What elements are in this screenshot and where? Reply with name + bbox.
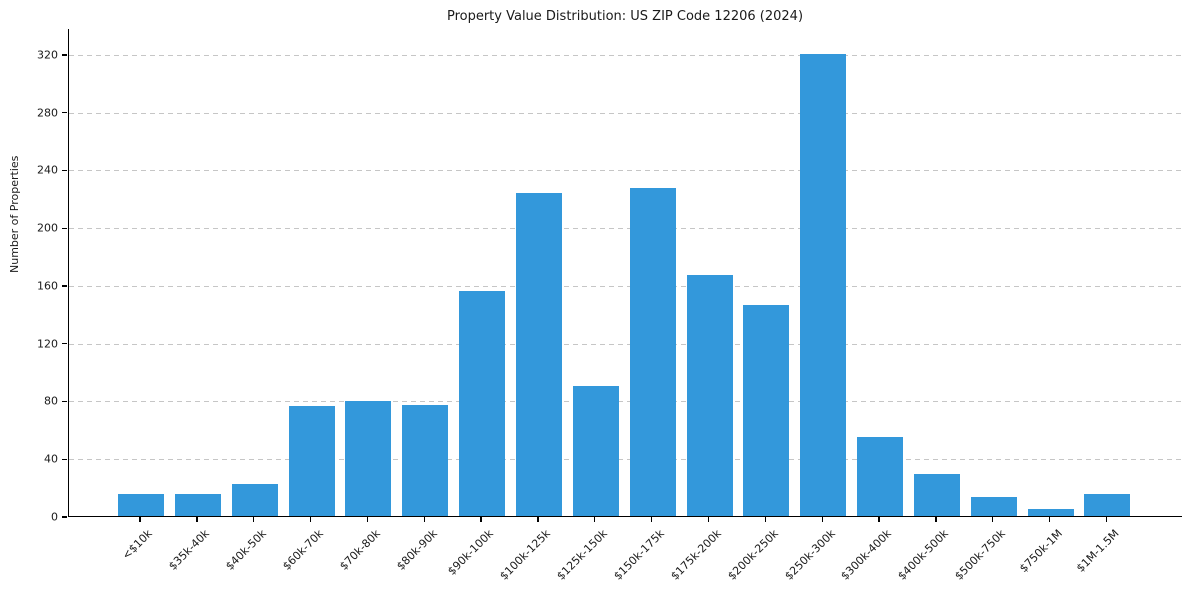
- x-tick-mark-1: [196, 517, 198, 522]
- y-tick-label-120: 120: [37, 337, 58, 351]
- x-tick-mark-2: [253, 517, 255, 522]
- bar-12: [800, 54, 847, 516]
- x-tick-mark-15: [992, 517, 994, 522]
- gridline-y-280: [69, 112, 1182, 114]
- bar-17: [1084, 494, 1131, 516]
- gridline-y-80: [69, 401, 1182, 403]
- gridline-y-160: [69, 285, 1182, 287]
- gridline-y-40: [69, 459, 1182, 461]
- x-tick-label-6: $90k-100k: [445, 527, 497, 578]
- y-tick-mark-160: [62, 285, 67, 287]
- x-tick-mark-13: [878, 517, 880, 522]
- x-tick-mark-0: [139, 517, 141, 522]
- x-tick-mark-9: [650, 517, 653, 522]
- x-tick-mark-17: [1105, 517, 1108, 522]
- x-tick-label-15: $500k-750k: [952, 527, 1008, 583]
- bar-14: [913, 474, 960, 516]
- x-tick-label-16: $750k-1M: [1016, 527, 1065, 575]
- y-tick-mark-240: [62, 169, 67, 172]
- bar-7: [515, 192, 562, 516]
- x-tick-label-8: $125k-150k: [554, 527, 611, 583]
- bar-4: [345, 400, 392, 516]
- x-tick-label-12: $250k-300k: [781, 527, 838, 583]
- x-tick-label-1: $35k-40k: [166, 527, 213, 573]
- plot-area: [68, 29, 1182, 517]
- x-tick-label-0: <$10k: [120, 527, 156, 563]
- bar-2: [231, 484, 278, 516]
- x-tick-label-2: $40k-50k: [223, 527, 269, 573]
- bar-15: [970, 497, 1017, 516]
- gridline-y-320: [69, 54, 1182, 56]
- bar-1: [174, 494, 221, 516]
- x-tick-label-17: $1M-1.5M: [1073, 527, 1122, 575]
- x-tick-mark-10: [707, 517, 710, 522]
- x-tick-label-13: $300k-400k: [838, 527, 895, 583]
- gridline-y-120: [69, 343, 1182, 345]
- bar-13: [857, 436, 904, 516]
- gridline-y-200: [69, 228, 1182, 230]
- y-tick-label-80: 80: [44, 394, 58, 408]
- chart-title: Property Value Distribution: US ZIP Code…: [446, 9, 804, 24]
- x-tick-mark-5: [423, 517, 425, 522]
- bar-8: [572, 386, 619, 516]
- bar-6: [459, 290, 506, 516]
- x-tick-label-11: $200k-250k: [724, 527, 781, 583]
- gridline-y-240: [69, 170, 1182, 172]
- x-tick-mark-3: [309, 517, 312, 522]
- bar-11: [743, 305, 790, 516]
- x-tick-label-10: $175k-200k: [668, 527, 724, 583]
- y-tick-label-0: 0: [51, 510, 58, 524]
- x-tick-mark-16: [1048, 517, 1051, 522]
- x-tick-label-7: $100k-125k: [497, 527, 554, 583]
- x-tick-mark-6: [480, 517, 482, 522]
- y-tick-mark-0: [62, 516, 67, 518]
- bar-0: [118, 494, 164, 516]
- y-tick-label-160: 160: [37, 279, 58, 293]
- x-tick-mark-14: [935, 517, 937, 522]
- y-tick-label-240: 240: [37, 163, 58, 177]
- x-tick-mark-4: [366, 517, 369, 522]
- y-tick-mark-280: [62, 112, 67, 114]
- y-tick-label-280: 280: [37, 106, 58, 120]
- x-tick-mark-11: [764, 517, 767, 522]
- y-tick-label-320: 320: [37, 48, 58, 62]
- bar-10: [686, 274, 733, 516]
- bar-9: [629, 188, 676, 516]
- x-tick-label-3: $60k-70k: [280, 527, 326, 573]
- x-tick-label-4: $70k-80k: [336, 527, 383, 573]
- y-tick-mark-200: [62, 227, 67, 229]
- y-tick-label-200: 200: [37, 221, 58, 235]
- x-tick-mark-8: [594, 517, 596, 522]
- bar-16: [1027, 508, 1074, 516]
- x-tick-label-14: $400k-500k: [895, 527, 952, 583]
- x-tick-mark-12: [821, 517, 823, 522]
- x-tick-mark-7: [537, 517, 539, 522]
- x-tick-label-9: $150k-175k: [611, 527, 667, 583]
- y-tick-mark-40: [62, 458, 67, 460]
- y-tick-mark-320: [62, 54, 67, 56]
- y-tick-mark-80: [62, 400, 67, 403]
- y-tick-mark-120: [62, 343, 67, 345]
- bar-5: [402, 404, 449, 516]
- y-tick-label-40: 40: [44, 452, 58, 466]
- x-tick-label-5: $80k-90k: [393, 527, 440, 573]
- bar-3: [288, 406, 335, 516]
